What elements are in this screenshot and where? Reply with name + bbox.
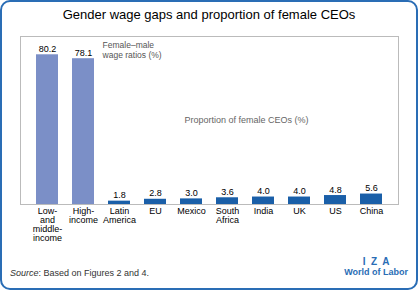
svg-text:US: US <box>329 206 342 216</box>
svg-text:SouthAfrica: SouthAfrica <box>216 206 240 225</box>
svg-text:3.0: 3.0 <box>185 188 198 198</box>
svg-text:EU: EU <box>149 206 162 216</box>
html-text:I Z A: I Z A <box>362 256 390 267</box>
svg-text:4.8: 4.8 <box>329 185 342 195</box>
svg-text:India: India <box>254 206 274 216</box>
svg-text:Proportion of female CEOs (%): Proportion of female CEOs (%) <box>184 115 308 125</box>
svg-text:2.8: 2.8 <box>149 188 162 198</box>
html-text:World of Labor: World of Labor <box>344 267 408 277</box>
html-text:Source: Based on Figures 2 and: Source: Based on Figures 2 and 4. <box>10 268 150 278</box>
svg-text:1.8: 1.8 <box>113 190 126 200</box>
svg-text:80.2: 80.2 <box>39 44 57 54</box>
svg-text:4.0: 4.0 <box>257 186 270 196</box>
svg-text:Female–malewage ratios (%): Female–malewage ratios (%) <box>102 40 162 60</box>
svg-text:78.1: 78.1 <box>75 48 93 58</box>
svg-text:LatinAmerica: LatinAmerica <box>103 206 136 225</box>
svg-text:China: China <box>360 206 384 216</box>
svg-text:High-income: High-income <box>69 206 98 225</box>
svg-text:4.0: 4.0 <box>293 186 306 196</box>
svg-text:Low-andmiddle-income: Low-andmiddle-income <box>33 206 63 243</box>
svg-text:3.6: 3.6 <box>221 187 234 197</box>
svg-text:5.6: 5.6 <box>365 183 378 193</box>
svg-text:Mexico: Mexico <box>177 206 206 216</box>
svg-text:UK: UK <box>293 206 306 216</box>
html-text:Gender wage gaps and proportio: Gender wage gaps and proportion of femal… <box>62 7 356 22</box>
